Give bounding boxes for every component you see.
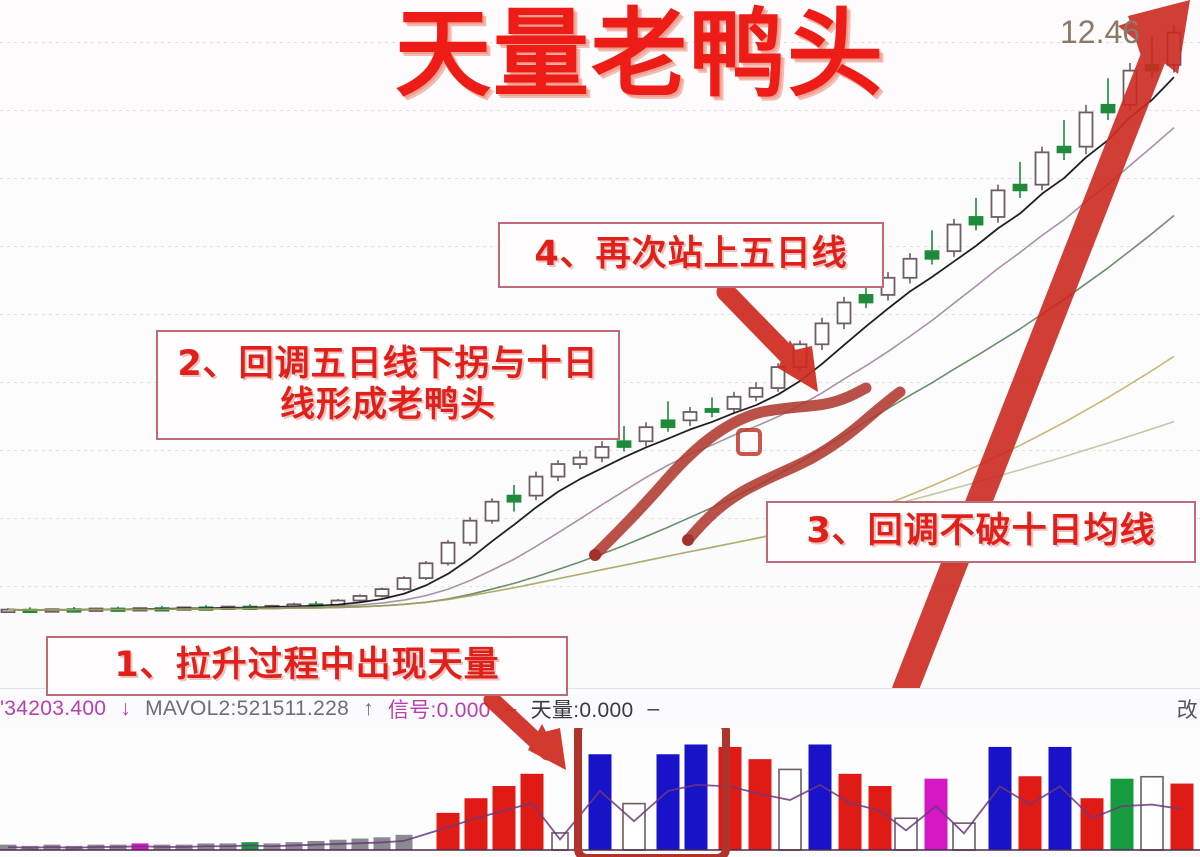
signal-dash: – — [504, 697, 517, 720]
annotation-1: 1、拉升过程中出现天量 — [46, 636, 568, 696]
tianliang-dash: – — [647, 697, 660, 720]
duck-head-marker — [589, 382, 906, 561]
uptrend-arrow-icon — [892, 0, 1190, 688]
volume-down-arrow-icon: ↓ — [120, 697, 132, 720]
gridline — [0, 314, 1200, 315]
mavol2-up-arrow-icon: ↑ — [363, 697, 374, 720]
mavol2-value: MAVOL2:521511.228 — [145, 697, 350, 720]
tianliang-value: 天量:0.000 — [530, 699, 634, 722]
signal-value: 信号:0.000 — [387, 699, 491, 722]
annotation-2: 2、回调五日线下拐与十日线形成老鸭头 — [156, 330, 620, 440]
page-title: 天量老鸭头 — [395, 0, 885, 110]
tianliang-highlight-box — [574, 728, 730, 857]
gridline — [0, 518, 1200, 519]
volume-chart-pane[interactable] — [0, 728, 1200, 857]
settings-link[interactable]: 改 — [1176, 699, 1198, 722]
annotation-4: 4、再次站上五日线 — [498, 222, 884, 288]
gridline — [0, 110, 1200, 111]
gridline — [0, 586, 1200, 587]
callout-4-arrow-icon — [716, 282, 818, 392]
volume-value: '34203.400 — [0, 697, 107, 720]
gridline — [0, 178, 1200, 179]
gridline — [0, 42, 1200, 43]
price-label: 12.46 — [1060, 14, 1141, 50]
candlestick-series — [0, 25, 1182, 614]
annotation-3: 3、回调不破十日均线 — [766, 501, 1196, 563]
